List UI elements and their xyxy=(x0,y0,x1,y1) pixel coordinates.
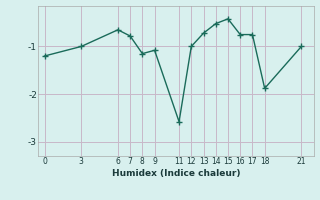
X-axis label: Humidex (Indice chaleur): Humidex (Indice chaleur) xyxy=(112,169,240,178)
